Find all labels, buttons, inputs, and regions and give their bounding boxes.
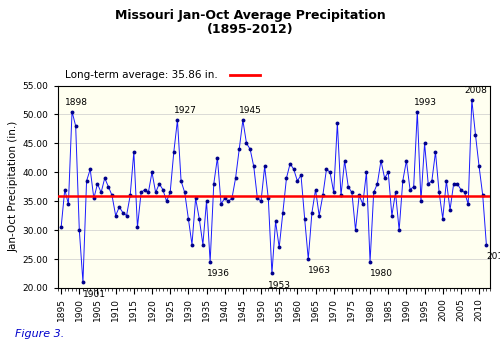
Text: 1901: 1901 [83, 290, 106, 299]
Y-axis label: Jan-Oct Precipitation (in.): Jan-Oct Precipitation (in.) [8, 121, 18, 252]
Text: 1898: 1898 [65, 98, 88, 106]
Text: (1895-2012): (1895-2012) [206, 23, 294, 36]
Text: 2012: 2012 [486, 252, 500, 261]
Text: 1945: 1945 [239, 106, 262, 115]
Text: 1993: 1993 [414, 98, 436, 106]
Text: 1927: 1927 [174, 106, 197, 115]
Text: 1963: 1963 [308, 267, 332, 275]
Text: Long-term average: 35.86 in.: Long-term average: 35.86 in. [65, 70, 218, 80]
Text: Missouri Jan-Oct Average Precipitation: Missouri Jan-Oct Average Precipitation [114, 9, 386, 22]
Text: 1936: 1936 [206, 269, 230, 279]
Text: Figure 3.: Figure 3. [15, 328, 64, 339]
Text: 1980: 1980 [370, 269, 393, 279]
Text: 2008: 2008 [464, 86, 487, 95]
Text: 1953: 1953 [268, 281, 291, 290]
